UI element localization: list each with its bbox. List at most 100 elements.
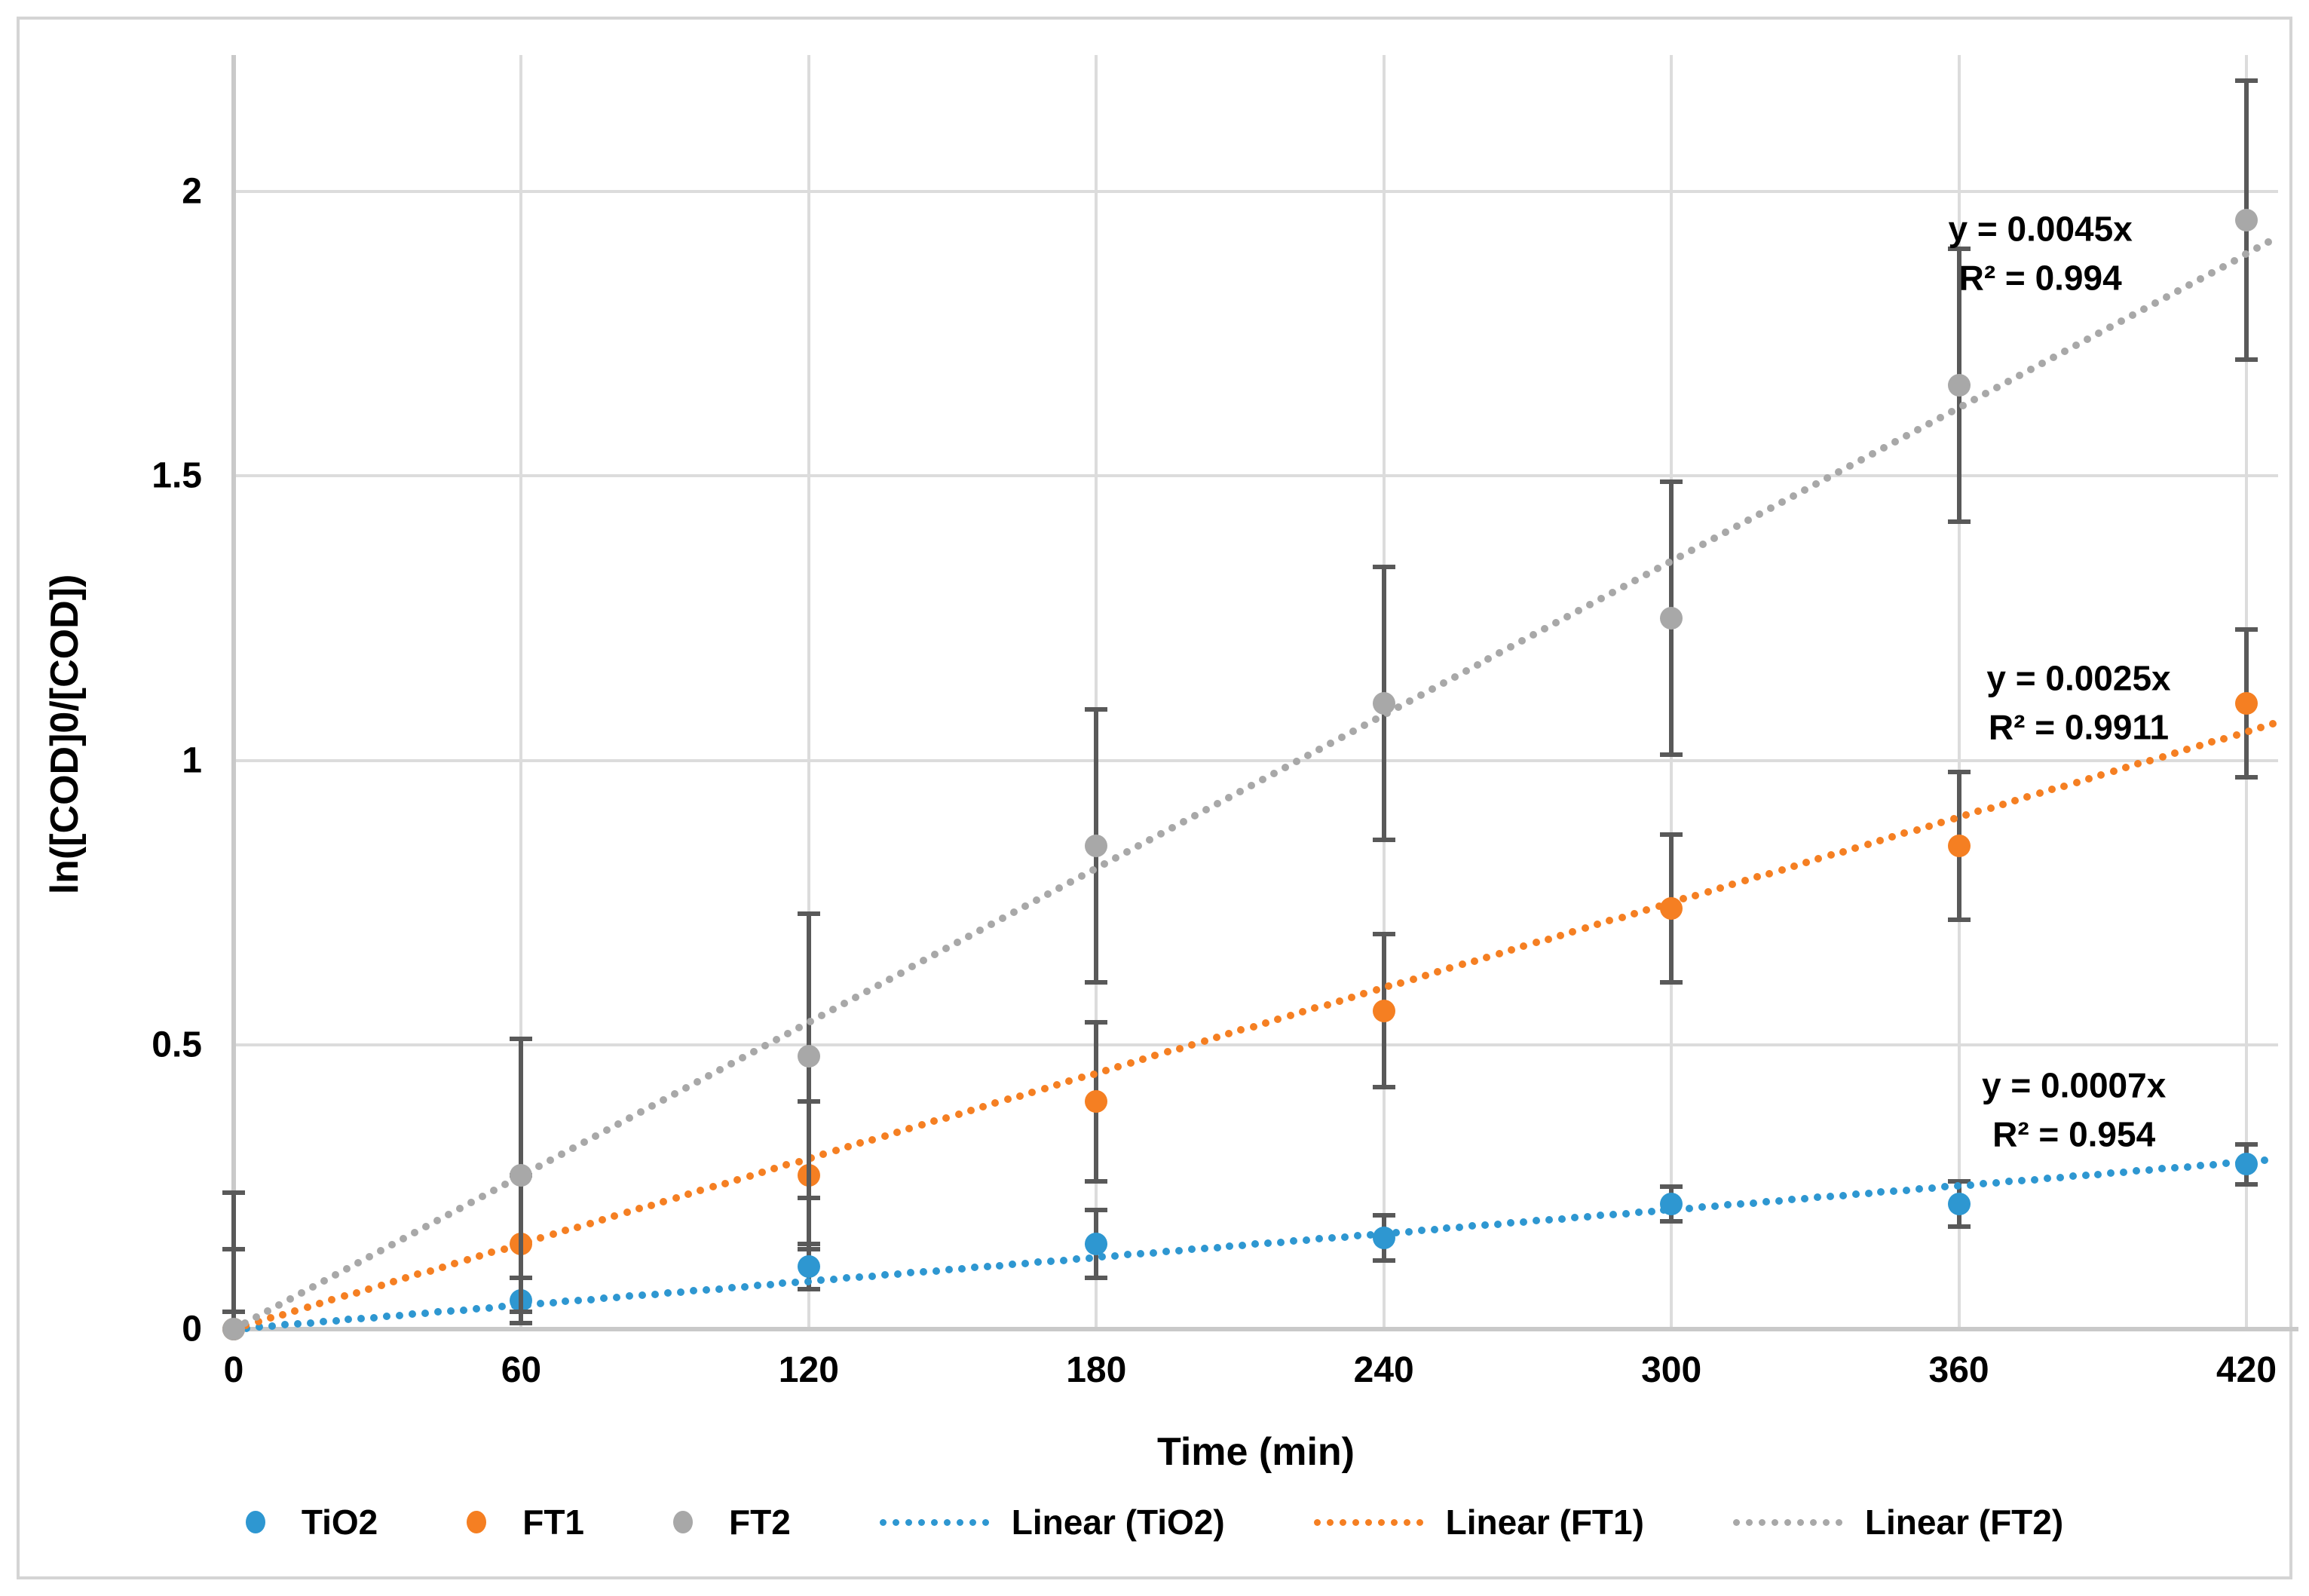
trendline-dot: [587, 1295, 596, 1303]
trendline-dot: [1620, 582, 1628, 590]
error-bar-cap: [2235, 775, 2258, 780]
trendline-dot: [1890, 1187, 1898, 1196]
trendline-dot: [942, 945, 950, 953]
trendline-dot: [1756, 510, 1764, 518]
trendline-dot: [1136, 1250, 1144, 1258]
trendline-dot: [2195, 742, 2203, 750]
trendline-dot: [370, 1313, 378, 1322]
trendline-dot: [1903, 431, 1911, 440]
equation-text: y = 0.0025x: [1986, 658, 2171, 698]
trendline-dot: [1456, 1223, 1464, 1231]
trendline-dot: [1677, 552, 1685, 560]
trendline-dot: [2140, 305, 2148, 313]
trendline-dot: [1733, 522, 1741, 530]
trendline-dot: [1009, 908, 1018, 917]
trendline-dot: [1851, 844, 1860, 852]
trendline-dot: [1557, 1215, 1566, 1223]
trendline-dot: [1900, 829, 1909, 838]
trendline-dot: [2060, 782, 2069, 790]
trendline-dot: [2209, 1160, 2217, 1169]
trendline-dot: [611, 1212, 619, 1221]
trendline-dot: [2231, 256, 2239, 265]
trendline-dot: [772, 1035, 780, 1043]
trendline-dot: [2069, 1172, 2077, 1181]
legend-item-linear-tio2: Linear (TiO2): [879, 1502, 1225, 1542]
trendline-dot: [332, 1316, 340, 1325]
trendline-dot: [689, 1287, 697, 1295]
trendline-dot: [279, 1310, 287, 1319]
y-axis-line: [231, 55, 236, 1329]
trendline-dot: [340, 1292, 348, 1300]
trendline-dot: [2084, 335, 2092, 343]
trendline-dot: [1800, 1194, 1808, 1202]
trendline-dot: [1264, 1239, 1272, 1247]
trendline-dot: [779, 1279, 787, 1288]
trendline-dot: [942, 1114, 951, 1122]
trendline-dot: [1450, 673, 1459, 682]
trendline-dot: [2253, 244, 2262, 253]
trendline-dot: [1814, 855, 1823, 863]
trendline-dot: [2016, 371, 2024, 379]
trendline-dot: [840, 999, 848, 1007]
trendline-dot: [1021, 1259, 1030, 1267]
trendline-dot: [1428, 685, 1436, 694]
data-point-marker: [2235, 208, 2258, 231]
trendline-dot: [451, 1259, 459, 1267]
data-point-marker: [1085, 1232, 1108, 1255]
trendline-dot: [2184, 1163, 2192, 1171]
trendline-dot: [1034, 1258, 1043, 1267]
error-bar-cap: [1947, 1224, 1971, 1230]
trendline-dot: [1557, 931, 1565, 939]
trendline-dot: [954, 1110, 963, 1118]
trendline-dot: [929, 1117, 938, 1126]
trendline-dot: [1126, 1059, 1135, 1067]
trendline-dot: [383, 1313, 391, 1321]
trendline-dot: [1462, 667, 1470, 675]
trendline-dot: [1869, 449, 1877, 458]
trendline-dot: [291, 1307, 299, 1315]
trendline-dot: [1925, 822, 1934, 830]
trendline-dot: [1052, 1081, 1061, 1089]
error-bar-cap: [1372, 838, 1395, 843]
x-tick-label: 0: [223, 1350, 244, 1390]
trendline-dot: [1471, 957, 1479, 965]
trendline-dot: [715, 1065, 724, 1074]
trendline-dot: [1303, 752, 1312, 760]
trendline-dot: [1421, 971, 1429, 979]
trendline-dot: [591, 1132, 599, 1140]
trendline-dot: [614, 1120, 622, 1128]
trendline-dot: [1055, 884, 1063, 893]
trendline-dot: [467, 1198, 475, 1206]
trendline-dot: [455, 1204, 464, 1212]
trendline-dot: [2004, 377, 2013, 385]
trendline-dot: [1077, 1074, 1086, 1082]
trendline-dot: [1937, 413, 1945, 421]
trendline-dot: [693, 1077, 701, 1086]
trendline-dot: [1597, 594, 1606, 602]
trendline-dot: [546, 1156, 554, 1164]
legend-item-ft2: FT2: [673, 1502, 791, 1542]
trendline-dot: [1876, 837, 1884, 845]
trendline-dot: [2061, 347, 2069, 355]
trendline-dot: [919, 957, 927, 965]
trendline-dot: [434, 1308, 443, 1316]
trendline-dot: [1335, 997, 1343, 1005]
trendline-dot: [1974, 807, 1983, 816]
trendline-dot: [303, 1303, 311, 1311]
trendline-dot: [485, 1303, 493, 1312]
trendline-dot: [1483, 953, 1491, 961]
trendline-dot: [1698, 1203, 1707, 1212]
data-point-marker: [2235, 692, 2258, 715]
trendline-dot: [1111, 854, 1119, 862]
trendline-dot: [459, 1306, 467, 1314]
trendline-dot: [1583, 1212, 1591, 1221]
trendline-dot: [2030, 1175, 2038, 1184]
trendline-dot: [1371, 715, 1380, 724]
trendline-dot: [804, 1277, 813, 1285]
trendline-dot: [721, 1179, 729, 1187]
trendline-dot: [1609, 1210, 1617, 1218]
trendline-dot: [1237, 1026, 1245, 1034]
trendline-equation: y = 0.0045x R² = 0.994: [1948, 205, 2132, 304]
trendline-dot: [1544, 935, 1552, 943]
trendline-dot: [1750, 1199, 1758, 1207]
